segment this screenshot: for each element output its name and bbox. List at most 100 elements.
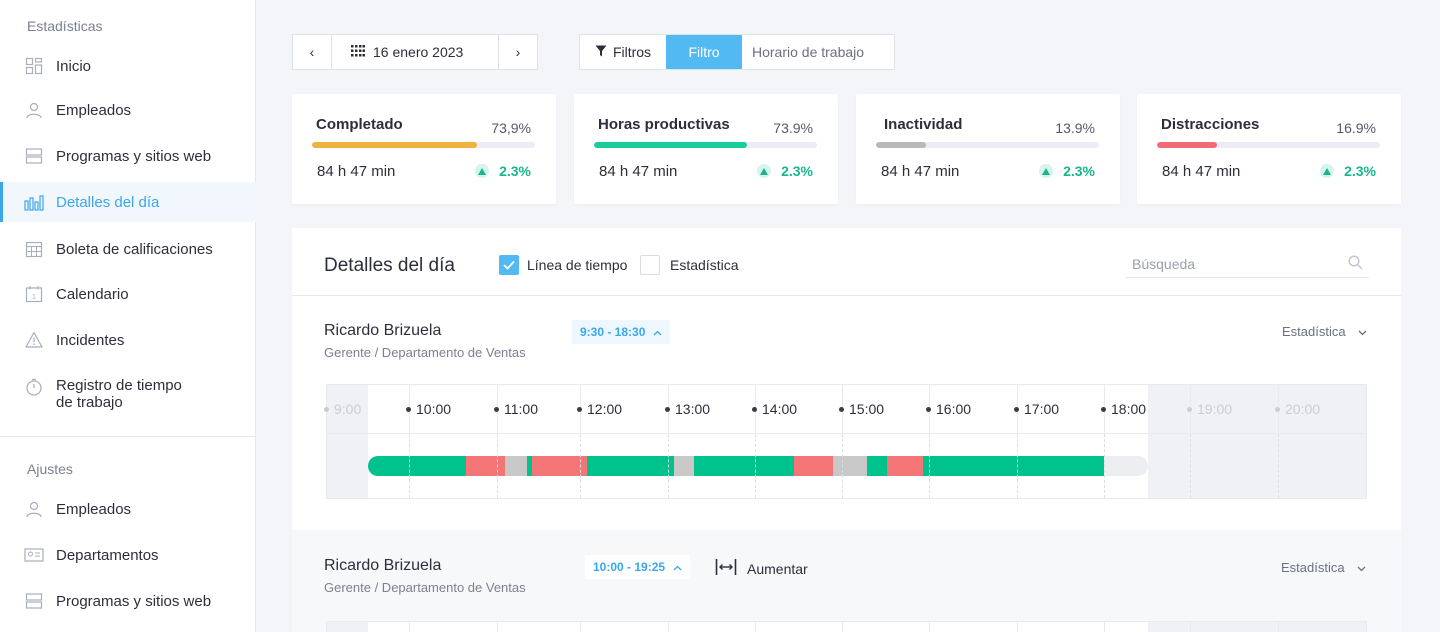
sidebar-item-programas[interactable]: Programas y sitios web [0, 136, 256, 176]
hour-dot [926, 406, 931, 412]
hour-gridline [929, 622, 930, 632]
hour-gridline [409, 622, 410, 632]
next-day-button[interactable]: › [498, 35, 537, 69]
user-icon [24, 499, 44, 519]
card-delta-value: 2.3% [499, 163, 531, 179]
activity-timeline: 9:00 10:00 11:00 12:00 13:00 14:00 15:00 16:00 1… [324, 384, 1367, 499]
trend-up-icon [475, 164, 490, 178]
sidebar-item-settings-programas[interactable]: Programas y sitios web [0, 581, 256, 621]
statistic-checkbox[interactable]: Estadística [640, 255, 738, 275]
hour-dot [752, 406, 757, 412]
hour-label-text: 16:00 [936, 401, 972, 417]
stat-card-completado: Completado 73,9% 84 h 47 min 2.3% [292, 94, 556, 204]
employee-role: Gerente / Departamento de Ventas [324, 345, 526, 360]
panel-title: Detalles del día [324, 255, 455, 276]
expand-button[interactable]: Aumentar [715, 558, 808, 579]
prev-day-button[interactable]: ‹ [293, 35, 332, 69]
hour-label-text: 11:00 [504, 401, 538, 417]
hour-gridline [1278, 622, 1279, 632]
dashboard-icon [24, 56, 44, 76]
hour-label: 20:00 [1275, 401, 1320, 417]
hour-dot [1275, 406, 1280, 412]
date-display[interactable]: 16 enero 2023 [332, 35, 498, 69]
statistic-dropdown[interactable]: Estadística [1281, 560, 1366, 575]
hour-gridline [668, 622, 669, 632]
employee-row: Ricardo Brizuela Gerente / Departamento … [292, 296, 1401, 530]
filter-chip-active[interactable]: Filtro [666, 35, 742, 69]
search-field[interactable]: Búsqueda [1126, 250, 1369, 278]
timeline-segment-productive[interactable] [368, 456, 467, 476]
sidebar-item-calendario[interactable]: 1 Calendario [0, 274, 256, 314]
timeline-segment-productive[interactable] [694, 456, 795, 476]
statistic-dropdown-label: Estadística [1281, 560, 1345, 575]
timeline-segment-distraction[interactable] [531, 456, 588, 476]
card-time: 84 h 47 min [881, 163, 960, 180]
hour-gridline-dashed [1278, 434, 1279, 498]
hour-gridline-dashed [842, 434, 843, 498]
timeline-segment-productive[interactable] [866, 456, 887, 476]
activity-timeline [326, 621, 1367, 632]
timeline-segment-productive[interactable] [527, 456, 532, 476]
off-hours-zone [327, 385, 368, 498]
hour-gridline-dashed [668, 434, 669, 498]
trend-up-icon [1320, 164, 1335, 178]
hour-label: 15:00 [839, 401, 884, 417]
filter-work-schedule[interactable]: Horario de trabajo [752, 44, 865, 60]
sidebar-item-empleados[interactable]: Empleados [0, 90, 256, 130]
sidebar-item-detalles[interactable]: Detalles del día [0, 182, 256, 222]
timeline-segment-distraction[interactable] [794, 456, 834, 476]
sidebar-item-label: Registro de tiempo de trabajo [56, 377, 182, 411]
work-range-toggle[interactable]: 9:30 - 18:30 [572, 320, 671, 344]
timeline-segment-distraction[interactable] [466, 456, 506, 476]
timeline-checkbox[interactable]: Línea de tiempo [499, 255, 627, 275]
sidebar-item-departamentos[interactable]: Departamentos [0, 535, 256, 575]
hour-label: 16:00 [926, 401, 971, 417]
hour-label: 12:00 [577, 401, 622, 417]
sidebar-item-settings-empleados[interactable]: Empleados [0, 489, 256, 529]
expand-button-label: Aumentar [747, 560, 808, 577]
sidebar-item-inicio[interactable]: Inicio [0, 46, 256, 86]
sidebar-item-boleta[interactable]: Boleta de calificaciones [0, 229, 256, 269]
hour-label: 10:00 [406, 401, 451, 417]
timeline-segment-productive[interactable] [587, 456, 674, 476]
timeline-segment-productive[interactable] [923, 456, 1104, 476]
card-title: Completado [316, 116, 403, 133]
hour-label-text: 17:00 [1024, 401, 1060, 417]
timeline-segment-distraction[interactable] [886, 456, 924, 476]
chevron-up-icon [673, 560, 682, 574]
id-card-icon [24, 545, 44, 565]
search-icon[interactable] [1348, 254, 1363, 273]
timeline-segment-idle[interactable] [673, 456, 695, 476]
statistic-dropdown[interactable]: Estadística [1282, 324, 1367, 339]
sidebar-divider [0, 436, 256, 437]
search-input[interactable]: Búsqueda [1132, 255, 1196, 272]
filters-button[interactable]: Filtros [580, 35, 666, 69]
card-percent: 16.9% [1336, 120, 1376, 136]
hour-dot [1187, 406, 1192, 412]
card-delta: 2.3% [475, 163, 531, 179]
hour-label-text: 9:00 [334, 401, 362, 417]
hour-gridline [842, 622, 843, 632]
hour-label: 13:00 [665, 401, 710, 417]
timeline-segment-idle[interactable] [505, 456, 528, 476]
hour-gridline-dashed [1104, 434, 1105, 498]
sidebar-item-label: Empleados [56, 500, 132, 518]
stack-icon [24, 146, 44, 166]
hour-gridline [1190, 622, 1191, 632]
funnel-icon [595, 44, 607, 60]
date-label: 16 enero 2023 [373, 44, 464, 60]
statistic-checkbox-label: Estadística [670, 257, 739, 273]
hour-gridline-dashed [580, 434, 581, 498]
stack-icon [24, 591, 44, 611]
sidebar-item-incidentes[interactable]: Incidentes [0, 320, 256, 360]
work-range-toggle[interactable]: 10:00 - 19:25 [585, 555, 691, 579]
sidebar-item-registro[interactable]: Registro de tiempo de trabajo [0, 371, 256, 423]
hour-label-text: 18:00 [1111, 401, 1147, 417]
hour-dot [494, 406, 499, 412]
hour-label-text: 12:00 [587, 401, 623, 417]
hour-gridline [580, 622, 581, 632]
employee-name: Ricardo Brizuela [324, 557, 442, 574]
timeline-segment-idle[interactable] [833, 456, 867, 476]
grid-calendar-icon [24, 239, 44, 259]
card-progress-fill [312, 142, 477, 148]
